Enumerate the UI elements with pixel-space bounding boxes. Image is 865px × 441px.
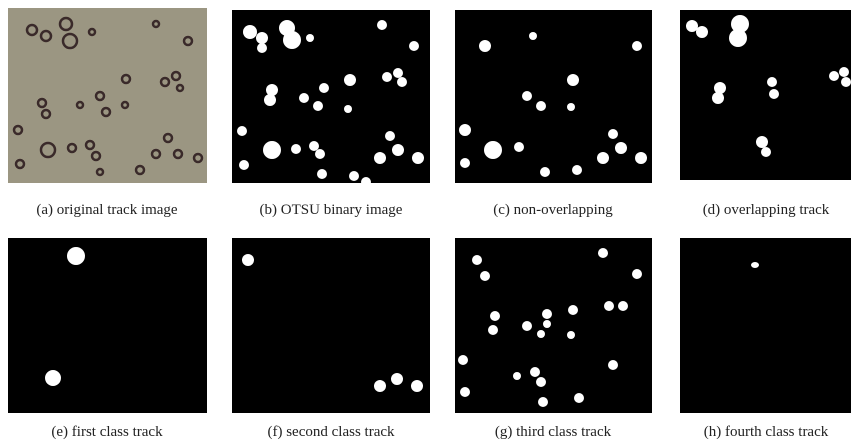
page: (a) original track image (b) OTSU binary… — [0, 0, 865, 441]
caption: (d) overlapping track — [703, 202, 830, 218]
caption: (c) non-overlapping — [493, 202, 613, 218]
panel-b-image — [232, 10, 430, 187]
caption: (g) third class track — [495, 424, 612, 440]
caption: (h) fourth class track — [704, 424, 829, 440]
caption: (a) original track image — [36, 202, 178, 218]
panel-h-image — [680, 238, 851, 413]
panel-f-image — [232, 238, 430, 413]
panel-c-image — [455, 10, 652, 183]
panel-a-image — [8, 8, 207, 183]
caption: (f) second class track — [267, 424, 395, 440]
panel-e-image — [8, 238, 207, 413]
figure: (a) original track image (b) OTSU binary… — [0, 0, 865, 441]
panel-d-image — [680, 10, 851, 180]
caption: (e) first class track — [51, 424, 163, 440]
caption: (b) OTSU binary image — [260, 202, 403, 218]
panel-g-image — [455, 238, 652, 413]
